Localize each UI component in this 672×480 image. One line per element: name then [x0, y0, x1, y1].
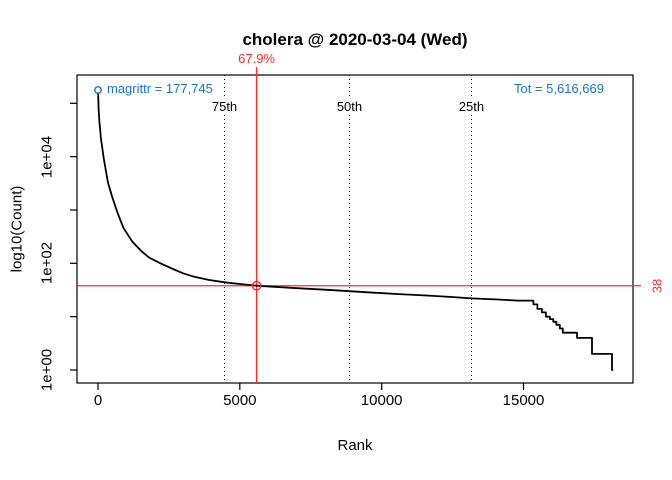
x-axis-title: Rank	[337, 437, 373, 454]
crosshair-point-marker	[251, 280, 262, 291]
magrittr-annotation: magrittr = 177,745	[107, 81, 213, 96]
y-tick-label-1e02: 1e+02	[38, 242, 56, 285]
percentile-label-text: 25th	[456, 99, 487, 114]
y-axis-title: log10(Count)	[8, 185, 26, 273]
crosshair-percent-label: 67.9%	[238, 51, 275, 66]
percentile-label-50th: 50th	[334, 99, 365, 114]
download-curve	[97, 89, 614, 371]
total-annotation: Tot = 5,616,669	[514, 81, 604, 96]
percentile-label-text: 50th	[334, 99, 365, 114]
percentile-label-25th: 25th	[456, 99, 487, 114]
x-tick-label-5000: 5000	[223, 392, 257, 409]
x-tick-label-10000: 10000	[360, 392, 403, 409]
x-tick-label-0: 0	[93, 392, 103, 409]
magrittr-point-marker	[94, 86, 102, 94]
crosshair-count-label: 38	[649, 278, 665, 293]
chart-title: cholera @ 2020-03-04 (Wed)	[242, 30, 468, 49]
y-tick-label-1e04: 1e+04	[38, 135, 56, 178]
y-tick-label-1e00: 1e+00	[38, 348, 56, 392]
percentile-label-text: 75th	[209, 99, 240, 114]
plot-box	[76, 74, 634, 384]
percentile-label-75th: 75th	[209, 99, 240, 114]
x-tick-label-15000: 15000	[502, 392, 545, 409]
